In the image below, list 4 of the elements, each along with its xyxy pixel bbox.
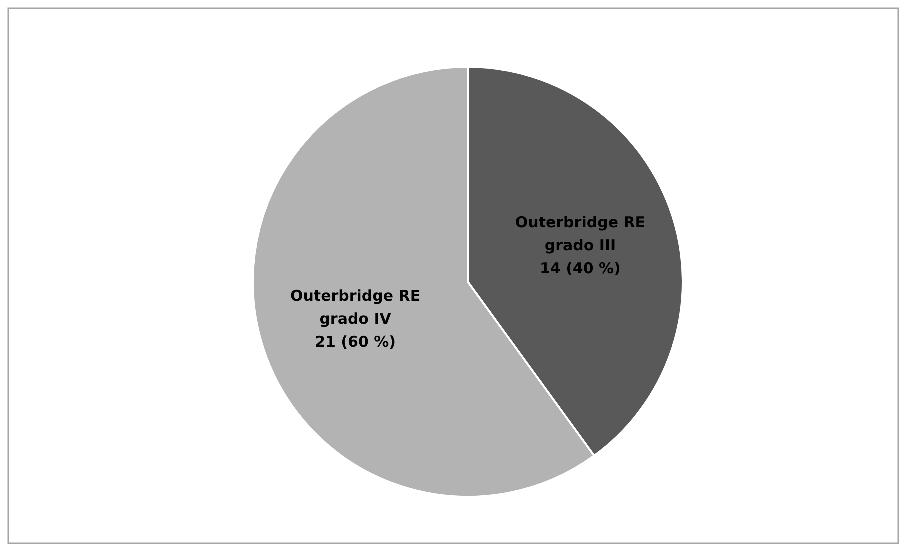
slice-label: Outerbridge RE grado IV xyxy=(290,286,421,328)
data-label: 14 (40 %) xyxy=(540,260,621,278)
slice-label: Outerbridge RE grado III xyxy=(515,214,646,255)
data-label: 21 (60 %) xyxy=(315,332,396,351)
